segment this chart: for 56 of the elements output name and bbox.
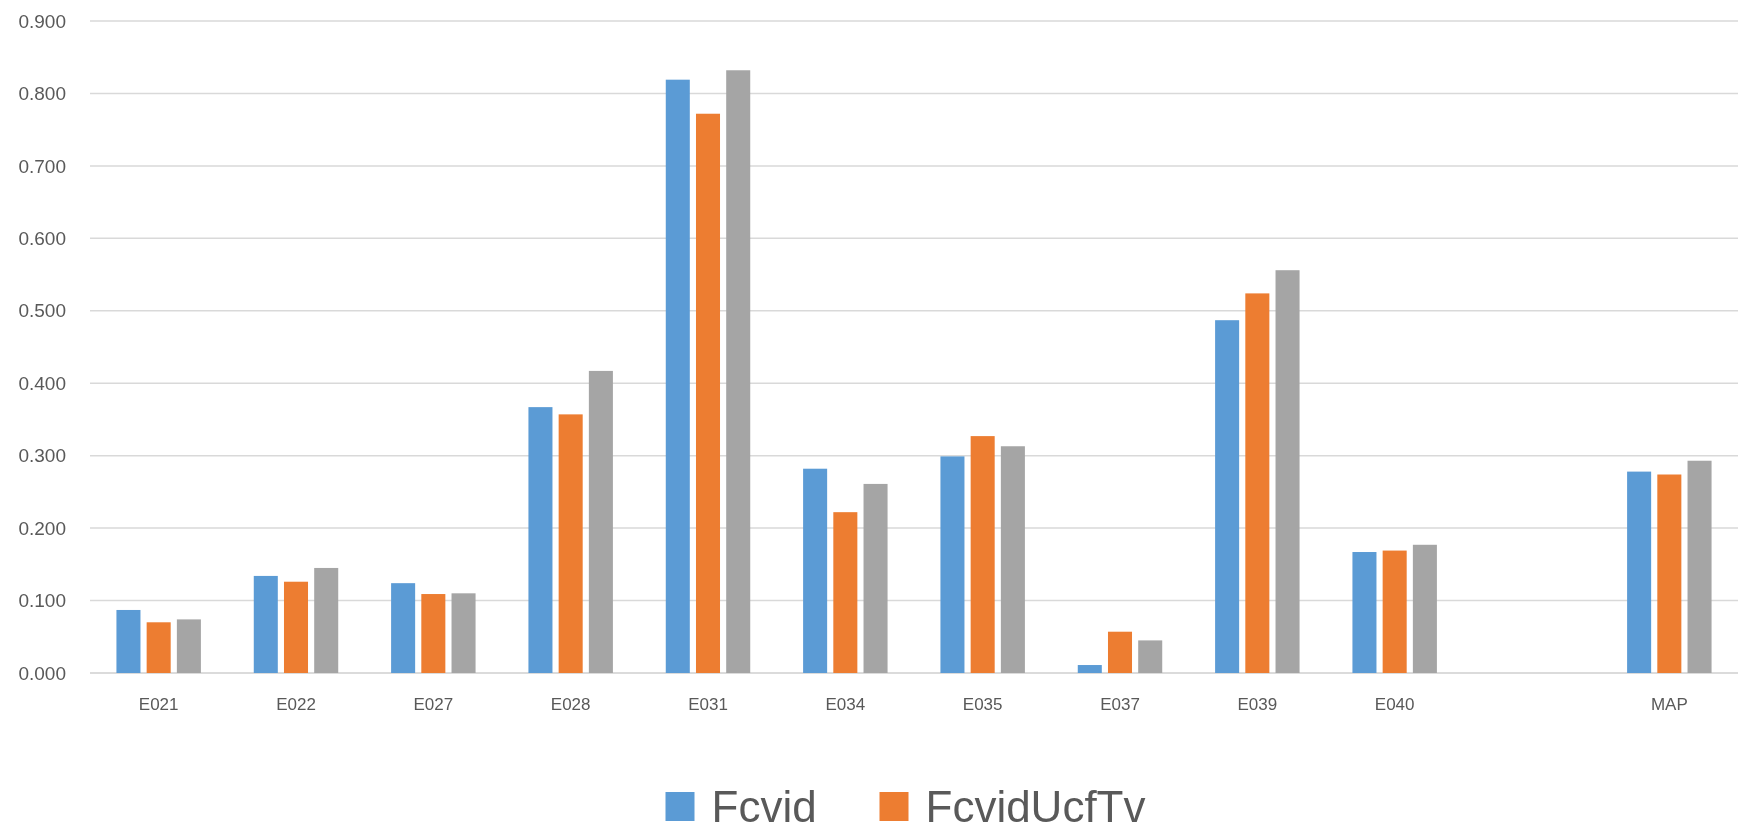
bar xyxy=(803,468,828,673)
x-tick-label: E027 xyxy=(413,695,454,714)
y-tick-label: 0.300 xyxy=(18,445,66,467)
bar xyxy=(558,414,583,673)
x-tick-label: E031 xyxy=(688,695,728,714)
bar xyxy=(726,70,751,673)
bar xyxy=(146,622,171,673)
y-tick-label: 0.200 xyxy=(18,517,66,539)
bar xyxy=(314,567,339,673)
bar xyxy=(1107,631,1133,673)
x-tick-label: E028 xyxy=(550,695,591,714)
bar xyxy=(1687,460,1712,673)
bar xyxy=(1245,293,1270,673)
bar xyxy=(1412,544,1437,673)
bar xyxy=(1657,474,1682,673)
bar xyxy=(283,581,309,673)
legend-label: Fcvid xyxy=(711,782,817,828)
legend-label: FcvidUcfTv xyxy=(925,782,1146,828)
bar xyxy=(940,456,965,673)
bar xyxy=(1275,270,1300,673)
bar xyxy=(176,619,201,673)
bar xyxy=(528,407,553,673)
bar xyxy=(1077,665,1102,673)
bar xyxy=(116,609,141,673)
bar xyxy=(421,594,446,673)
y-tick-label: 0.100 xyxy=(18,590,66,612)
bar xyxy=(588,370,613,673)
bar xyxy=(1000,446,1025,673)
y-tick-label: 0.000 xyxy=(18,662,66,684)
y-tick-label: 0.500 xyxy=(18,300,66,322)
x-tick-label: MAP xyxy=(1650,695,1688,714)
bar xyxy=(970,436,995,673)
x-tick-label: E035 xyxy=(962,695,1003,714)
bar xyxy=(1382,550,1407,673)
x-tick-label: E021 xyxy=(138,695,179,714)
bar xyxy=(391,583,416,673)
bar xyxy=(253,575,278,673)
y-tick-label: 0.600 xyxy=(18,227,66,249)
bar xyxy=(1352,552,1377,673)
y-tick-label: 0.400 xyxy=(18,372,66,394)
bar xyxy=(1138,640,1163,673)
bar xyxy=(451,593,476,673)
x-tick-label: E040 xyxy=(1374,695,1415,714)
bar xyxy=(833,512,858,673)
x-tick-label: E039 xyxy=(1237,695,1278,714)
bar xyxy=(665,79,690,673)
y-tick-label: 0.800 xyxy=(18,83,66,105)
bar xyxy=(1627,471,1652,673)
x-tick-label: E022 xyxy=(276,695,316,714)
x-tick-label: E037 xyxy=(1100,695,1140,714)
y-tick-label: 0.700 xyxy=(18,155,66,177)
bar xyxy=(863,483,888,673)
y-tick-label: 0.900 xyxy=(18,10,66,32)
bar xyxy=(695,113,721,673)
x-tick-label: E034 xyxy=(825,695,866,714)
bar xyxy=(1215,320,1240,673)
